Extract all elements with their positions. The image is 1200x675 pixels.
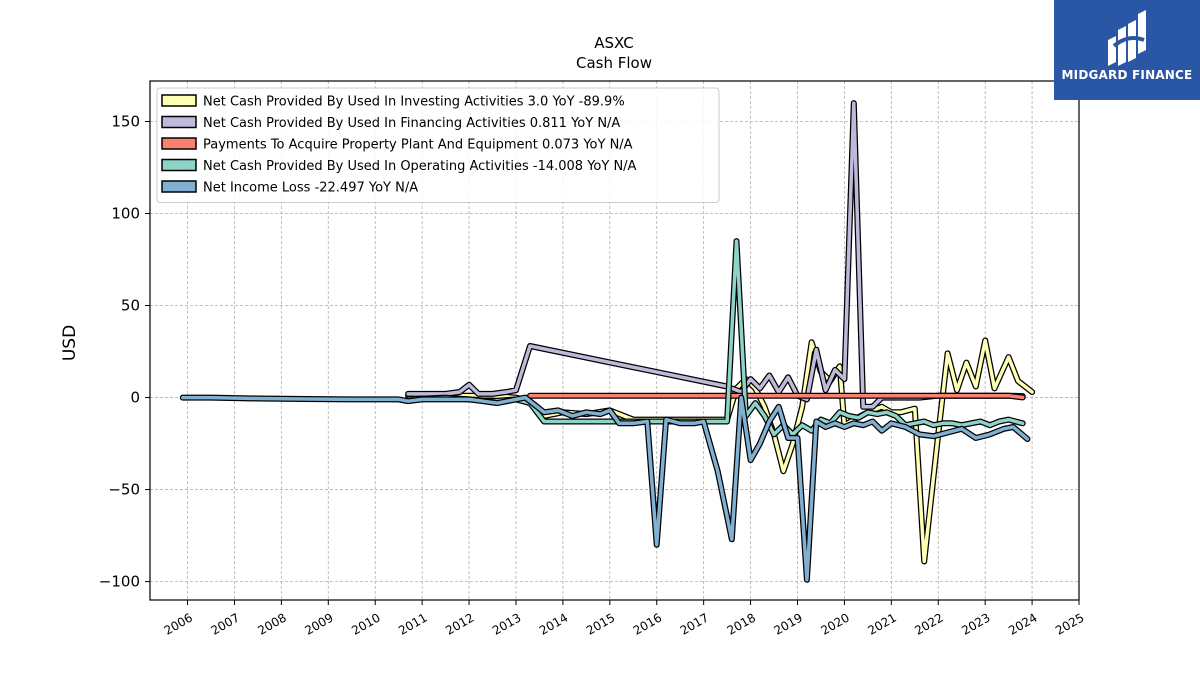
y-tick-label: −50 [108,481,140,499]
chart-title: ASXC [594,34,633,52]
x-tick-label: 2022 [912,610,945,637]
legend-label: Net Cash Provided By Used In Operating A… [203,159,637,174]
x-tick-label: 2016 [631,610,664,637]
x-tick-label: 2015 [584,610,617,637]
series-line-3 [406,239,1025,437]
legend-label: Payments To Acquire Property Plant And E… [203,138,633,153]
x-tick-label: 2019 [772,610,805,637]
x-tick-label: 2012 [443,610,476,637]
y-tick-label: 50 [121,297,140,315]
x-tick-label: 2025 [1053,610,1086,637]
x-tick-label: 2010 [349,610,382,637]
x-tick-label: 2020 [818,610,851,637]
legend-swatch [161,94,197,107]
legend-label: Net Cash Provided By Used In Financing A… [203,116,620,131]
y-tick-label: 0 [130,389,140,407]
y-tick-label: −100 [99,573,140,591]
logo-badge: MIDGARD FINANCE [1054,0,1200,100]
legend-label: Net Income Loss -22.497 YoY N/A [203,181,418,196]
y-tick-label: 150 [111,112,140,130]
legend-swatch [161,137,197,150]
x-tick-label: 2024 [1006,610,1039,637]
plot-frame [149,80,1080,601]
legend-swatch [161,115,197,129]
x-tick-label: 2009 [302,610,335,637]
x-tick-label: 2006 [162,610,195,637]
legend-box [156,87,720,203]
y-axis-label: USD [60,325,80,361]
x-tick-label: 2011 [396,610,429,637]
series-line-2 [528,393,1025,400]
legend-label: Net Cash Provided By Used In Investing A… [203,95,625,110]
midgard-logo-icon [1108,10,1146,66]
x-tick-label: 2023 [959,610,992,637]
x-tick-label: 2014 [537,610,570,637]
series-lines [179,100,1036,583]
legend-swatch [161,180,197,193]
x-tick-label: 2021 [865,610,898,637]
x-tick-label: 2013 [490,610,523,637]
x-tick-label: 2018 [725,610,758,637]
legend-swatch [161,158,197,172]
series-line-4 [181,395,1030,582]
x-tick-label: 2007 [209,610,242,637]
x-tick-label: 2008 [255,610,288,637]
y-tick-label: 100 [111,205,140,223]
chart-subtitle: Cash Flow [576,54,652,72]
legend: Net Cash Provided By Used In Investing A… [156,87,720,203]
x-tick-label: 2017 [678,610,711,637]
logo-text: MIDGARD FINANCE [1061,68,1193,82]
